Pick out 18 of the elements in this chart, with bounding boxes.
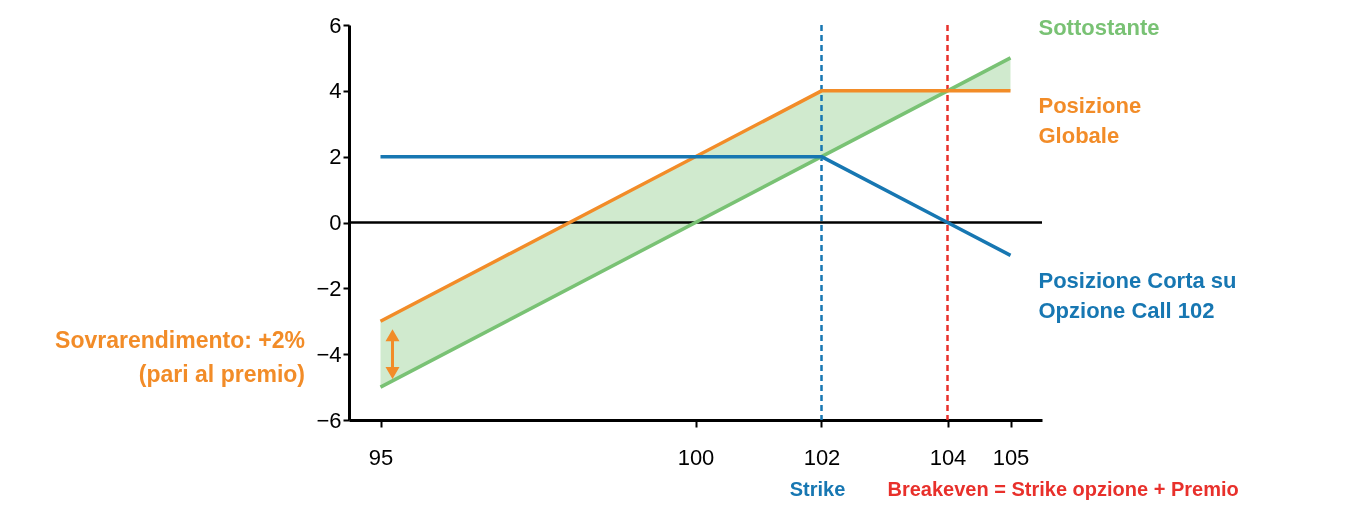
x-tick-label: 104 <box>929 444 967 470</box>
x-tick-label: 95 <box>368 444 394 470</box>
y-tick-label: −2 <box>316 275 342 301</box>
y-tick-label: −4 <box>316 341 342 367</box>
series-label: Posizione Corta su Opzione Call 102 <box>1038 268 1237 324</box>
y-tick-label: 4 <box>329 78 342 104</box>
x-tick-label: 102 <box>803 444 841 470</box>
text: Sovrarendimento: +2% (pari al premio) <box>55 327 305 387</box>
ref-line-label: Strike <box>789 478 846 500</box>
x-tick-label: 105 <box>992 444 1030 470</box>
series-label: Posizione Globale <box>1038 92 1142 148</box>
series-label: Sottostante <box>1038 14 1160 40</box>
y-tick-label: 2 <box>329 144 342 170</box>
y-tick-label: 0 <box>329 210 342 235</box>
y-tick-label: −6 <box>316 407 342 433</box>
y-tick-label: 6 <box>329 12 342 38</box>
ref-line-label: Breakeven = Strike opzione + Premio <box>887 478 1239 500</box>
x-tick-label: 100 <box>677 444 715 470</box>
